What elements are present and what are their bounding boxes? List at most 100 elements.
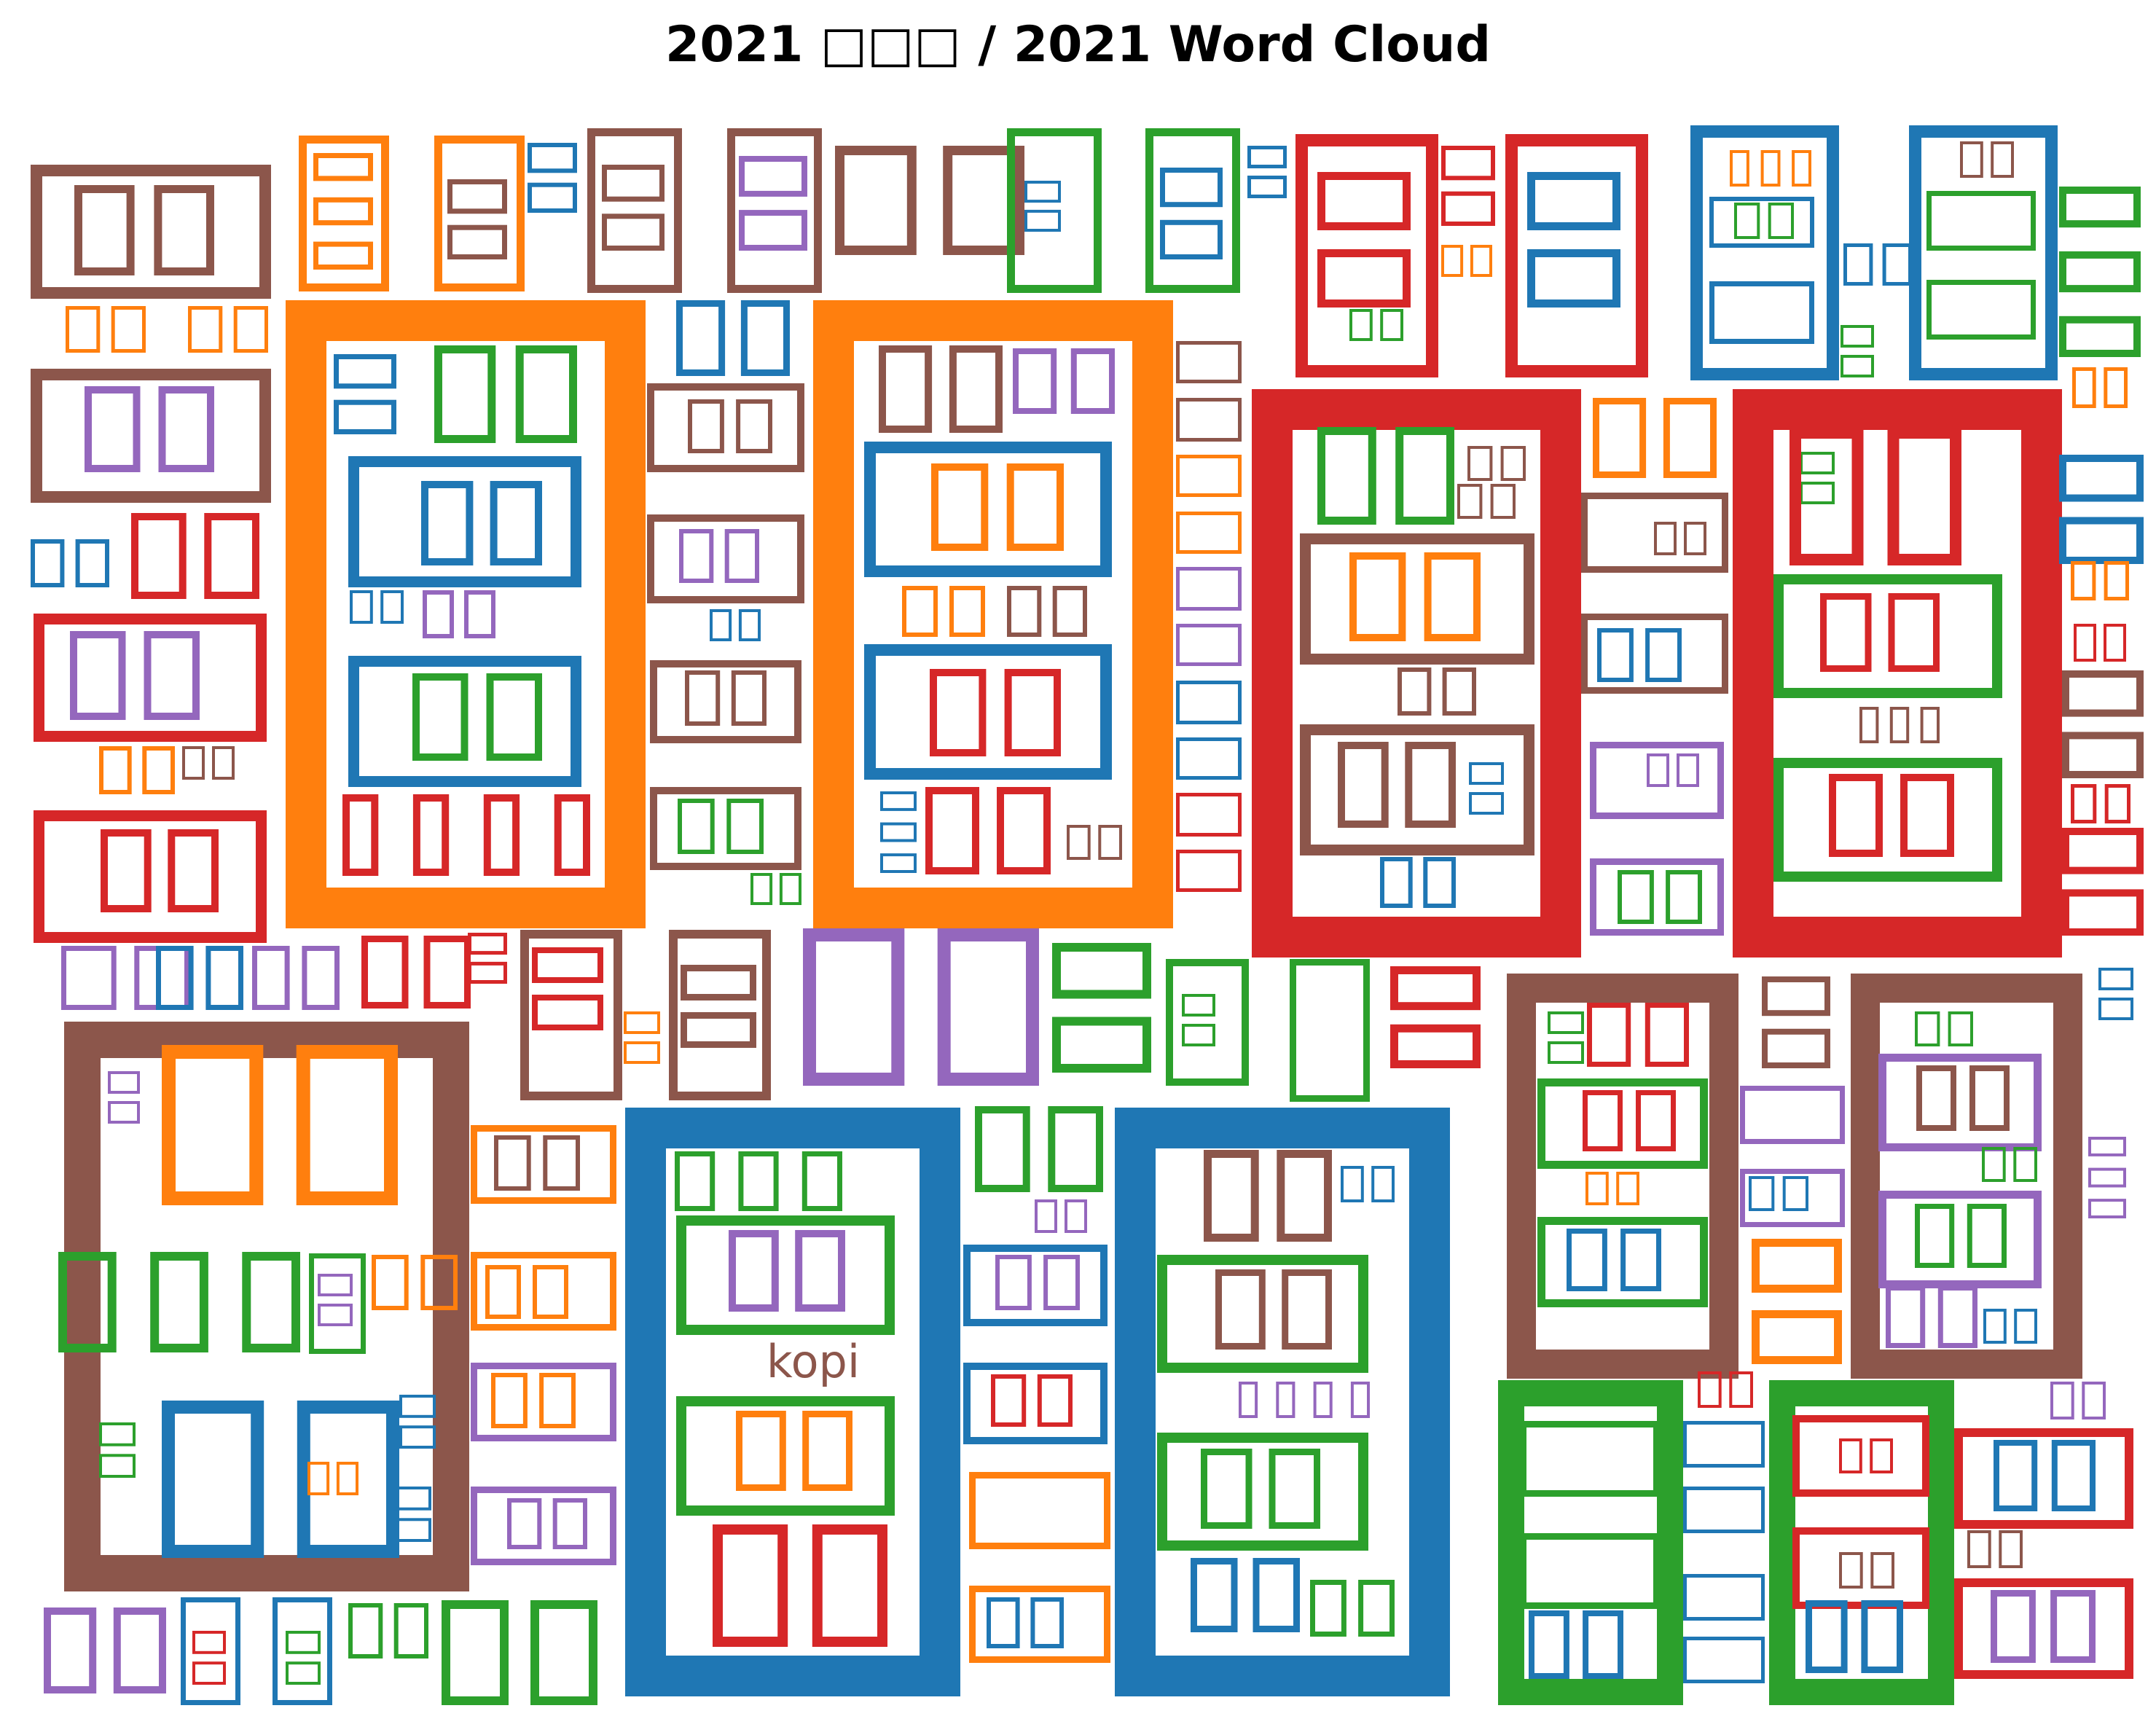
word-225 [1698, 1371, 1754, 1408]
glyph-box [802, 1411, 852, 1491]
glyph-box [318, 1274, 353, 1296]
word-210 [1740, 1169, 1845, 1227]
glyph-box [685, 670, 721, 726]
word-41 [1295, 134, 1438, 377]
glyph-box [727, 128, 822, 293]
glyph-box [1520, 1533, 1660, 1609]
word-170 [44, 1607, 167, 1693]
word-126 [1773, 758, 2002, 882]
glyph-box [949, 586, 985, 637]
glyph-box [710, 609, 732, 641]
word-39 [1160, 168, 1223, 259]
word-18 [31, 539, 109, 587]
glyph-box [1800, 482, 1835, 504]
glyph-box [131, 513, 187, 599]
word-135 [61, 946, 189, 1010]
word-154 [494, 1135, 580, 1191]
glyph-box [2088, 1167, 2126, 1188]
word-90 [925, 787, 1051, 874]
word-13 [74, 185, 214, 275]
glyph-box [1201, 1449, 1253, 1529]
glyph-box [1768, 203, 1794, 239]
word-163 [318, 1274, 353, 1326]
glyph-box [1792, 1527, 1929, 1609]
word-28 [434, 136, 525, 291]
glyph-box [963, 1245, 1108, 1326]
glyph-box [726, 799, 764, 854]
glyph-box [1926, 191, 2036, 251]
glyph-box [1967, 1530, 1991, 1568]
glyph-box [1709, 281, 1814, 344]
glyph-box [1730, 150, 1749, 187]
word-179 [729, 1230, 845, 1312]
word-111 [1380, 857, 1457, 908]
glyph-box [348, 1603, 383, 1659]
glyph-box [602, 165, 665, 202]
word-212 [1752, 1239, 1842, 1364]
glyph-box [1666, 870, 1703, 924]
word-186 [995, 1255, 1080, 1310]
glyph-box [299, 136, 389, 291]
glyph-box [1773, 758, 2002, 882]
glyph-box [297, 1401, 399, 1558]
word-94 [1176, 455, 1242, 497]
word-36 [1007, 128, 1102, 293]
glyph-box [471, 1487, 616, 1565]
word-109 [1338, 742, 1457, 828]
word-240 [1991, 1590, 2096, 1663]
glyph-box [1277, 1150, 1333, 1242]
word-96 [1176, 567, 1242, 611]
word-201 [1548, 1011, 1584, 1064]
glyph-box [1037, 1374, 1073, 1427]
glyph-box [740, 300, 791, 376]
glyph-box [1313, 1382, 1333, 1418]
glyph-box [1520, 1421, 1660, 1497]
glyph-box [142, 746, 176, 794]
word-10-frame [1498, 1380, 1683, 1705]
word-4-frame [1733, 389, 2062, 958]
word-76 [650, 660, 801, 743]
word-54 [1841, 325, 1874, 377]
glyph-box [1500, 446, 1526, 481]
word-213 [1915, 1011, 1974, 1046]
word-31 [587, 128, 682, 293]
word-64 [421, 481, 542, 565]
glyph-box [1390, 1024, 1481, 1069]
glyph-box [471, 1252, 616, 1331]
word-32 [602, 165, 665, 251]
glyph-box [2088, 1199, 2126, 1218]
glyph-box [1176, 512, 1242, 554]
word-62 [434, 345, 578, 443]
glyph-box [1317, 172, 1411, 230]
word-2-frame [813, 300, 1173, 928]
glyph-box [530, 1600, 597, 1705]
word-110 [1469, 762, 1504, 815]
word-193 [1341, 1166, 1395, 1202]
chart-title: 2021 □□□ / 2021 Word Cloud [665, 16, 1491, 74]
word-220 [1983, 1309, 2037, 1344]
word-83 [864, 442, 1112, 577]
glyph-box [1442, 667, 1476, 716]
glyph-box [1843, 243, 1873, 286]
glyph-box [1282, 1269, 1332, 1350]
glyph-box [1889, 707, 1910, 743]
word-162 [309, 1253, 366, 1354]
glyph-box [1145, 128, 1240, 293]
glyph-box [1269, 1449, 1320, 1529]
word-65 [350, 590, 404, 624]
word-38 [1145, 128, 1240, 293]
glyph-box [1505, 134, 1648, 377]
glyph-box [66, 306, 101, 353]
word-78 [650, 787, 801, 870]
word-104 [1457, 484, 1516, 519]
word-224 [1529, 1610, 1624, 1679]
word-192 [1204, 1150, 1333, 1242]
glyph-box [1690, 125, 1839, 380]
word-77 [685, 670, 767, 726]
glyph-box [1004, 669, 1061, 756]
glyph-box [313, 197, 373, 226]
glyph-box [997, 787, 1051, 874]
glyph-box [1424, 552, 1481, 641]
glyph-box [399, 1425, 436, 1449]
glyph-box [1839, 1552, 1863, 1589]
